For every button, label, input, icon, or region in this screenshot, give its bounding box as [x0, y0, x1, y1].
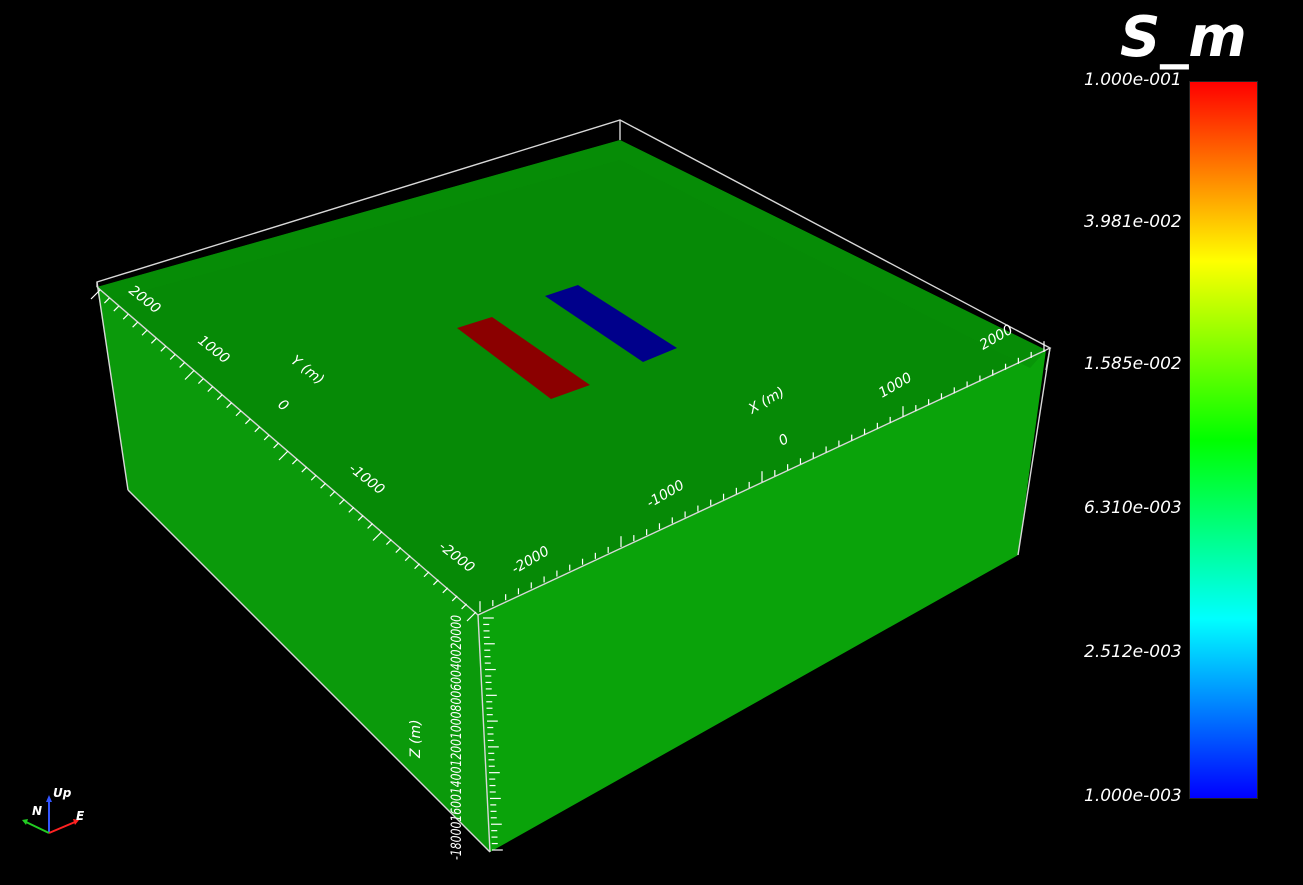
up-arrow-head — [46, 795, 52, 802]
y-ticks-mark — [404, 555, 411, 562]
y-ticks-mark — [263, 434, 270, 441]
y-ticks-mark — [310, 474, 317, 481]
east-axis-label: E — [76, 809, 85, 823]
y-ticks-mark — [301, 466, 308, 473]
y-ticks-mark — [291, 458, 298, 465]
y-ticks-mark — [385, 539, 392, 545]
scalar-label-2: 3.981e-002 — [1084, 212, 1182, 232]
scalar-label-min: 1.000e-003 — [1084, 786, 1182, 806]
y-ticks-mark — [461, 603, 468, 610]
x-axis-ticks — [479, 341, 1045, 612]
y-ticks-mark — [414, 563, 421, 570]
scalar-label-max: 1.000e-001 — [1084, 70, 1182, 90]
scalar-label-5: 2.512e-003 — [1084, 642, 1182, 662]
y-ticks-mark — [132, 321, 139, 328]
scalar-label-3: 1.585e-002 — [1084, 354, 1182, 374]
y-ticks-mark — [273, 442, 280, 449]
y-ticks-mark — [395, 547, 402, 554]
y-ticks-mark — [432, 579, 439, 586]
y-ticks-mark — [113, 305, 120, 312]
bounding-box-outline — [96, 119, 1052, 853]
y-ticks-mark — [244, 418, 251, 425]
z-axis-title: Z (m) — [408, 719, 424, 759]
z-tick-labels: -18000160014001200100080060040020000 — [449, 615, 465, 860]
y-ticks-mark — [160, 345, 167, 352]
y-ticks-mark — [367, 523, 374, 529]
north-axis-arrow — [25, 821, 50, 834]
y-ticks-mark — [150, 337, 157, 344]
y-ticks-mark — [226, 402, 233, 409]
y-axis-ticks — [90, 289, 477, 622]
y-ticks-mark — [197, 378, 204, 384]
y-ticks-mark — [278, 450, 289, 461]
orientation-axes-widget[interactable]: Up N E — [22, 786, 85, 834]
east-arrow-head — [73, 819, 79, 825]
north-arrow-head — [22, 819, 28, 825]
y-ticks-mark — [329, 490, 336, 497]
y-ticks-mark — [141, 329, 148, 336]
y-ticks-mark — [103, 297, 110, 304]
scalar-bar-title: S_m — [1120, 5, 1247, 70]
y-ticks-mark — [90, 289, 101, 300]
y-ticks-mark — [235, 410, 242, 417]
y-ticks-mark — [423, 571, 430, 578]
resistive-anomaly — [545, 285, 677, 362]
up-axis-label: Up — [53, 786, 72, 800]
y-ticks-mark — [338, 498, 345, 505]
y-ticks-mark — [254, 426, 261, 433]
y-ticks-mark — [442, 587, 449, 594]
y-ticks-mark — [122, 313, 129, 320]
model-side-left-face — [97, 287, 490, 852]
z-axis-labels: Z (m) -180001600140012001000800600400200… — [408, 615, 465, 860]
y-ticks-mark — [216, 394, 223, 401]
y-ticks-mark — [169, 353, 176, 360]
y-ticks-mark — [348, 506, 355, 513]
scalar-label-4: 6.310e-003 — [1084, 498, 1182, 518]
north-axis-label: N — [32, 804, 42, 818]
y-ticks-mark — [357, 514, 364, 521]
z-axis-ticks — [483, 617, 503, 851]
east-axis-arrow — [48, 821, 76, 834]
conductive-anomaly — [457, 317, 590, 399]
model-side-front-face — [478, 350, 1046, 852]
scalar-color-bar — [1189, 81, 1258, 799]
y-ticks-mark — [179, 362, 186, 368]
y-ticks-mark — [451, 595, 458, 602]
y-ticks-mark — [320, 482, 327, 489]
y-ticks-mark — [466, 611, 477, 622]
y-ticks-mark — [372, 531, 383, 541]
y-ticks-mark — [184, 370, 195, 380]
y-ticks-mark — [207, 386, 214, 393]
